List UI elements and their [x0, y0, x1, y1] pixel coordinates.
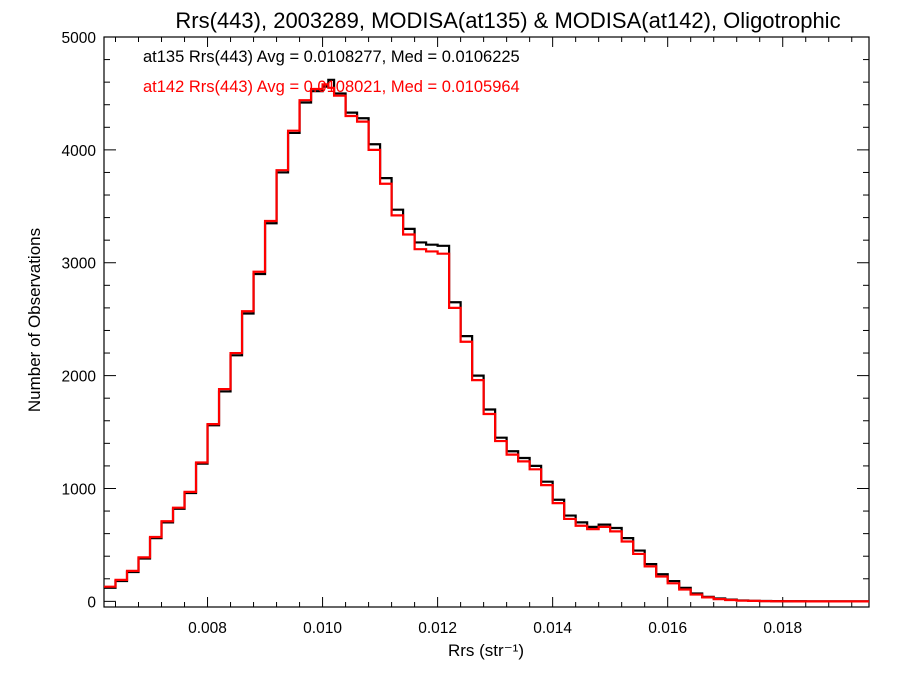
legend-entry-at135: at135 Rrs(443) Avg = 0.0108277, Med = 0.… — [143, 48, 520, 66]
y-tick-label: 4000 — [62, 143, 97, 160]
series-layer — [104, 78, 869, 603]
x-tick-label: 0.010 — [303, 620, 342, 637]
y-tick-label: 5000 — [62, 30, 97, 47]
x-tick-label: 0.008 — [188, 620, 227, 637]
y-tick-label: 2000 — [62, 369, 97, 386]
y-tick-label: 1000 — [62, 481, 97, 498]
x-tick-label: 0.014 — [533, 620, 572, 637]
series-at135-line — [104, 78, 869, 603]
x-tick-label: 0.016 — [648, 620, 687, 637]
chart-title: Rrs(443), 2003289, MODISA(at135) & MODIS… — [175, 8, 840, 33]
y-axis-label: Number of Observations — [25, 228, 44, 412]
y-tick-label: 3000 — [62, 256, 97, 273]
legend-entry-at142: at142 Rrs(443) Avg = 0.0108021, Med = 0.… — [143, 78, 520, 96]
series-at142-line — [104, 83, 869, 603]
plot-frame — [103, 36, 870, 608]
y-axis: 0 1000 2000 3000 4000 5000 — [62, 30, 869, 611]
x-tick-label: 0.012 — [418, 620, 457, 637]
x-axis-label: Rrs (str⁻¹) — [448, 641, 524, 660]
x-tick-label: 0.018 — [763, 620, 802, 637]
y-tick-label: 0 — [87, 594, 96, 611]
x-axis: 0.008 0.010 0.012 0.014 0.016 0.018 — [115, 37, 853, 637]
